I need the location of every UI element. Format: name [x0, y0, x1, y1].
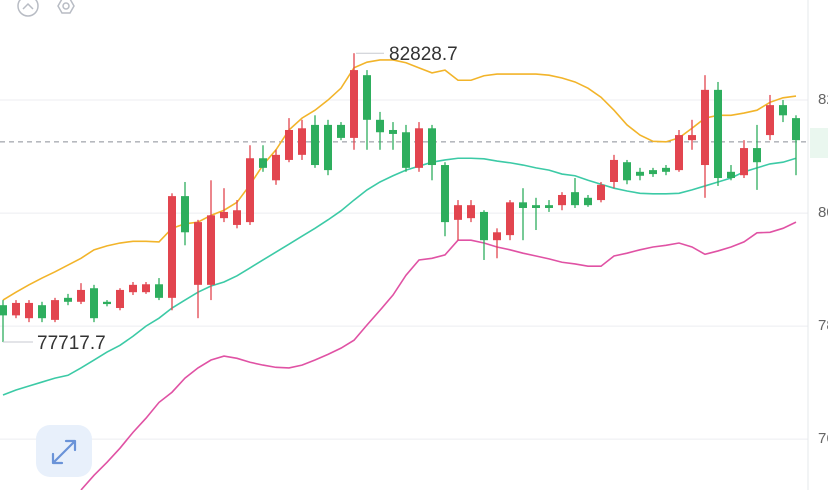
band-line	[2, 59, 797, 301]
candle-body	[532, 205, 540, 208]
candle-body	[376, 119, 384, 133]
candle-body	[480, 211, 488, 241]
candle-body	[12, 302, 20, 316]
candle-body	[519, 202, 527, 208]
candle-body	[155, 284, 163, 298]
bands	[2, 59, 797, 490]
labels: 76000 78000 80000 82000 82828.7 77717.7	[3, 44, 828, 447]
candle-body	[714, 89, 722, 179]
gear-center	[62, 2, 70, 10]
min-label: 77717.7	[37, 333, 106, 354]
candle-body	[272, 154, 280, 181]
candle-body	[129, 284, 137, 293]
candle-body	[311, 124, 319, 166]
price-badge	[810, 128, 828, 158]
candle-body	[649, 170, 657, 175]
candle-body	[324, 124, 332, 171]
candle-body	[220, 211, 228, 219]
candle-body	[350, 70, 358, 138]
candle-body	[38, 305, 46, 319]
candle-body	[467, 205, 475, 219]
candle-body	[584, 197, 592, 206]
candle-body	[142, 284, 150, 293]
candle-body	[389, 129, 397, 134]
candle-body	[545, 205, 553, 208]
candle-body	[701, 89, 709, 166]
candle-body	[181, 196, 189, 233]
expand-button[interactable]	[36, 425, 92, 477]
settings-button[interactable]	[57, 0, 75, 14]
candle-body	[740, 148, 748, 176]
expand-icon	[51, 439, 77, 465]
candle-body	[506, 202, 514, 236]
candle-body	[116, 289, 124, 309]
candle-body	[51, 300, 59, 320]
band-line	[80, 221, 797, 490]
candle-body	[0, 305, 7, 316]
candle-body	[402, 132, 410, 168]
candle-body	[571, 192, 579, 206]
candle-body	[194, 222, 202, 285]
y-tick-label: 82000	[818, 91, 828, 108]
candle-body	[363, 75, 371, 120]
candle-body	[597, 184, 605, 201]
candle-body	[493, 232, 501, 241]
candle-body	[168, 196, 176, 298]
candle-body	[441, 165, 449, 223]
candle-body	[259, 158, 267, 168]
grid	[0, 99, 808, 440]
candle-body	[428, 128, 436, 166]
candle-body	[90, 288, 98, 319]
y-tick-label: 80000	[818, 204, 828, 221]
candles	[0, 53, 800, 343]
y-tick-label: 78000	[818, 317, 828, 334]
candle-body	[64, 297, 72, 302]
candle-body	[636, 171, 644, 176]
candle-body	[25, 302, 33, 319]
candle-body	[103, 301, 111, 305]
max-label: 82828.7	[389, 44, 458, 65]
candle-body	[779, 105, 787, 116]
candle-body	[207, 215, 215, 285]
toolbar[interactable]	[17, 0, 75, 17]
band-line	[2, 157, 797, 396]
chevron-icon	[22, 2, 34, 10]
candle-body	[415, 128, 423, 168]
candle-body	[558, 194, 566, 206]
candle-body	[675, 135, 683, 171]
candle-body	[285, 129, 293, 160]
candle-body	[766, 105, 774, 136]
candle-body	[753, 148, 761, 163]
candle-body	[662, 167, 670, 172]
candle-body	[623, 162, 631, 181]
y-tick-label: 76000	[818, 430, 828, 447]
candle-body	[688, 135, 696, 141]
candle-body	[246, 158, 254, 223]
candle-body	[77, 289, 85, 302]
collapse-button[interactable]	[17, 0, 39, 17]
candle-body	[233, 210, 241, 225]
candle-body	[727, 171, 735, 179]
candle-body	[792, 118, 800, 141]
candle-body	[337, 124, 345, 138]
candle-body	[610, 159, 618, 182]
candle-body	[454, 205, 462, 220]
candle-body	[298, 128, 306, 155]
